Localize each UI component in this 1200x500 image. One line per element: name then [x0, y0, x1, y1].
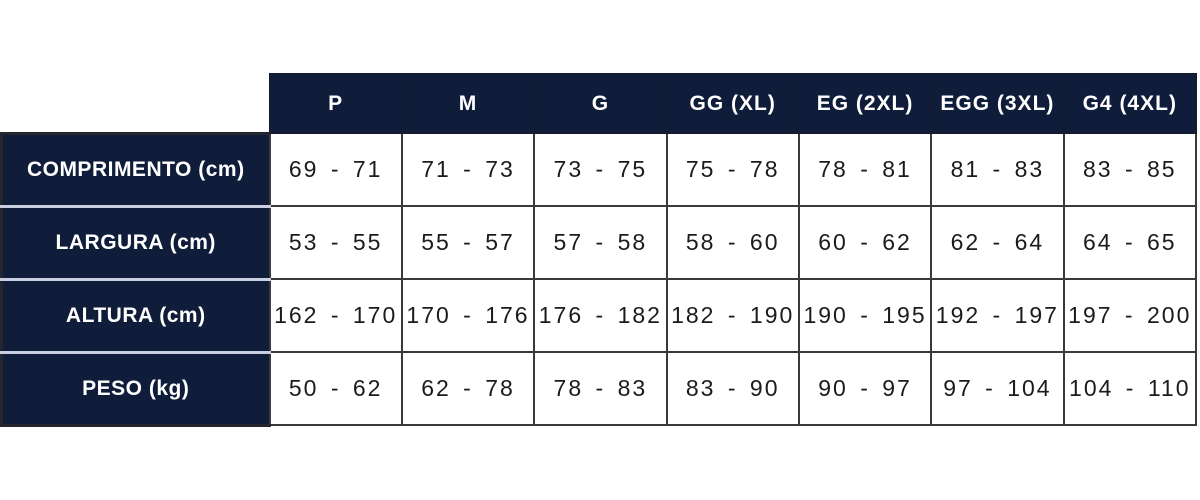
table-row-largura: LARGURA (cm) 53 - 55 55 - 57 57 - 58 58 …: [0, 205, 1198, 281]
table-cell: 190 - 195: [797, 278, 933, 353]
table-cell: 58 - 60: [665, 205, 800, 280]
table-cell: 78 - 81: [797, 132, 933, 207]
table-row-comprimento: COMPRIMENTO (cm) 69 - 71 71 - 73 73 - 75…: [0, 131, 1198, 208]
table-cell: 53 - 55: [268, 205, 403, 280]
table-cell: 64 - 65: [1062, 205, 1198, 280]
table-cell: 75 - 78: [665, 132, 800, 207]
table-row-altura: ALTURA (cm) 162 - 170 170 - 176 176 - 18…: [0, 278, 1198, 354]
row-label-largura: LARGURA (cm): [0, 206, 271, 281]
column-header-egg: EGG (3XL): [930, 73, 1065, 134]
column-header-g: G: [533, 73, 668, 134]
table-cell: 57 - 58: [533, 205, 668, 280]
table-cell: 104 - 110: [1062, 351, 1198, 426]
table-cell: 62 - 78: [400, 351, 536, 426]
table-cell: 55 - 57: [400, 205, 536, 280]
table-cell: 60 - 62: [797, 205, 933, 280]
table-cell: 83 - 85: [1062, 132, 1198, 207]
table-cell: 97 - 104: [930, 351, 1065, 426]
column-header-m: M: [400, 73, 536, 134]
table-cell: 50 - 62: [268, 351, 403, 426]
table-cell: 192 - 197: [930, 278, 1065, 353]
size-chart: P M G GG (XL) EG (2XL) EGG (3XL) G4 (4XL…: [0, 73, 1198, 427]
row-label-peso: PESO (kg): [0, 352, 271, 427]
table-cell: 73 - 75: [533, 132, 668, 207]
header-row: P M G GG (XL) EG (2XL) EGG (3XL) G4 (4XL…: [2, 73, 1198, 134]
table-cell: 176 - 182: [533, 278, 668, 353]
corner-cell: [2, 74, 270, 133]
table-cell: 162 - 170: [268, 278, 403, 353]
table-cell: 83 - 90: [665, 351, 800, 426]
column-header-p: P: [268, 73, 403, 134]
table-row-peso: PESO (kg) 50 - 62 62 - 78 78 - 83 83 - 9…: [0, 351, 1198, 427]
table-cell: 81 - 83: [930, 132, 1065, 207]
size-chart-table: P M G GG (XL) EG (2XL) EGG (3XL) G4 (4XL…: [0, 73, 1198, 427]
table-cell: 78 - 83: [533, 351, 668, 426]
table-cell: 71 - 73: [400, 132, 536, 207]
table-cell: 90 - 97: [797, 351, 933, 426]
row-label-altura: ALTURA (cm): [0, 279, 271, 354]
column-header-gg: GG (XL): [665, 73, 800, 134]
table-cell: 170 - 176: [400, 278, 536, 353]
table-cell: 197 - 200: [1062, 278, 1198, 353]
table-cell: 69 - 71: [268, 132, 403, 207]
table-cell: 182 - 190: [665, 278, 800, 353]
row-label-comprimento: COMPRIMENTO (cm): [0, 131, 271, 208]
table-cell: 62 - 64: [930, 205, 1065, 280]
column-header-g4: G4 (4XL): [1062, 73, 1198, 134]
column-header-eg: EG (2XL): [797, 73, 933, 134]
